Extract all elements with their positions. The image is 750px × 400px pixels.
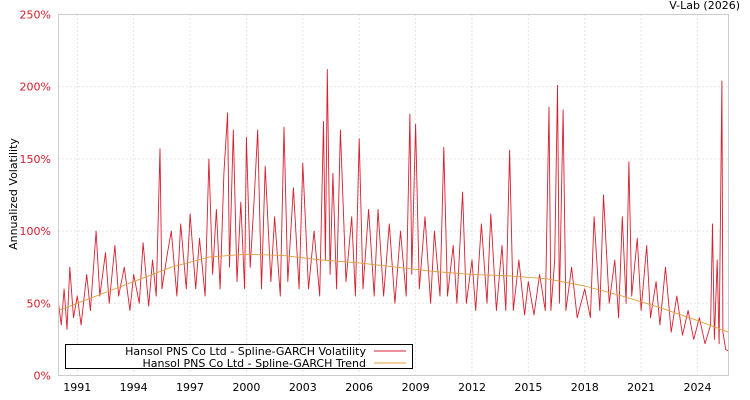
y-tick-label: 200% xyxy=(20,81,51,94)
y-axis-label: Annualized Volatility xyxy=(7,138,20,250)
plot-frame xyxy=(58,14,729,376)
x-tick-label: 2012 xyxy=(458,381,486,394)
grid xyxy=(58,14,729,376)
x-tick-label: 2003 xyxy=(289,381,317,394)
y-tick-label: 50% xyxy=(27,297,51,310)
x-tick-label: 2006 xyxy=(345,381,373,394)
y-tick-label: 150% xyxy=(20,153,51,166)
x-tick-label: 2021 xyxy=(627,381,655,394)
series-group xyxy=(58,68,729,352)
series-line-trend xyxy=(58,253,729,333)
x-tick-label: 2000 xyxy=(232,381,260,394)
x-tick-label: 2015 xyxy=(514,381,542,394)
y-tick-label: 0% xyxy=(34,370,51,383)
legend: Hansol PNS Co Ltd - Spline-GARCH Volatil… xyxy=(65,344,413,370)
legend-box xyxy=(65,344,413,369)
legend-label-trend: Hansol PNS Co Ltd - Spline-GARCH Trend xyxy=(142,357,366,370)
x-tick-label: 1994 xyxy=(120,381,148,394)
x-tick-label: 2018 xyxy=(571,381,599,394)
y-tick-label: 100% xyxy=(20,225,51,238)
x-tick-label: 1997 xyxy=(176,381,204,394)
x-tick-label: 2024 xyxy=(683,381,711,394)
legend-label-volatility: Hansol PNS Co Ltd - Spline-GARCH Volatil… xyxy=(125,345,366,358)
x-tick-label: 2009 xyxy=(402,381,430,394)
series-line-volatility xyxy=(58,68,729,352)
tick-labels: 0% 50% 100% 150% 200% 250% 1991 1994 1997 2000 200… xyxy=(20,9,712,395)
y-tick-label: 250% xyxy=(20,9,51,22)
credit-label: V-Lab (2026) xyxy=(669,0,740,12)
x-tick-label: 1991 xyxy=(63,381,91,394)
